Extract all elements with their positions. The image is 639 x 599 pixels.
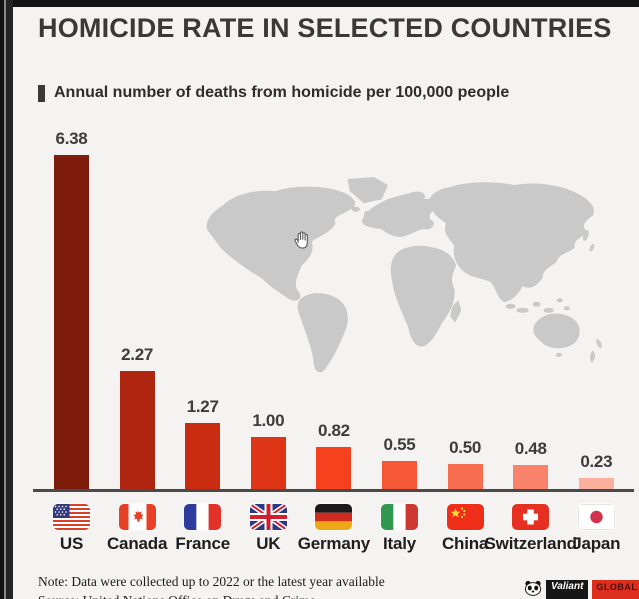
bar-value-canada: 2.27 (121, 345, 154, 364)
footnote: Note: Data were collected up to 2022 or … (38, 574, 385, 589)
bar-canada (119, 371, 155, 490)
italy-flag-icon (381, 504, 418, 530)
bar-label-france: France (175, 534, 230, 553)
uk-flag-icon (249, 504, 287, 530)
bar-france (185, 423, 221, 490)
page-title: HOMICIDE RATE IN SELECTED COUNTRIES (38, 13, 612, 43)
chart-subtitle: Annual number of deaths from homicide pe… (38, 84, 509, 102)
bar-label-canada: Canada (106, 534, 168, 553)
brand-logo: Valiant GLOBAL (524, 580, 639, 599)
bar-switzerland (513, 465, 549, 490)
hand-cursor-icon (294, 231, 308, 249)
bar-label-china: China (441, 534, 489, 553)
france-flag-icon (184, 504, 222, 530)
bar-label-japan: Japan (572, 534, 621, 553)
bar-label-switzerland: Switzerland (484, 534, 577, 553)
japan-flag-icon (577, 504, 615, 530)
bar-value-uk: 1.00 (252, 411, 285, 430)
x-axis-line (33, 489, 634, 492)
bar-value-japan: 0.23 (580, 452, 613, 471)
bar-germany (316, 447, 352, 490)
bar-japan (578, 478, 614, 490)
world-map-background[interactable] (203, 177, 613, 375)
bar-value-italy: 0.55 (383, 435, 416, 454)
subtitle-marker-icon (38, 84, 45, 102)
bar-italy (382, 461, 417, 490)
bar-value-france: 1.27 (186, 397, 219, 416)
window-edge-top (0, 0, 639, 7)
bar-label-italy: Italy (382, 534, 417, 553)
brand-name: Valiant (546, 580, 589, 599)
bar-china (447, 464, 483, 490)
source-note: Source: United Nations Office on Drugs a… (38, 593, 316, 599)
switzerland-flag-icon (512, 504, 550, 530)
window-edge-left (0, 0, 13, 599)
bar-label-us: US (59, 534, 84, 553)
us-flag-icon (53, 504, 90, 530)
germany-flag-icon (315, 504, 353, 530)
bar-uk (250, 437, 286, 490)
subtitle-text: Annual number of deaths from homicide pe… (54, 84, 510, 101)
bar-value-china: 0.50 (449, 438, 482, 457)
bar-value-switzerland: 0.48 (514, 439, 547, 458)
bar-label-uk: UK (256, 534, 281, 553)
canada-flag-icon (118, 504, 156, 530)
brand-badge: GLOBAL (592, 580, 639, 599)
panda-logo-icon (524, 580, 542, 596)
bar-value-germany: 0.82 (317, 421, 350, 440)
bar-label-germany: Germany (297, 534, 371, 553)
china-flag-icon (446, 504, 484, 530)
bar-us (54, 155, 89, 490)
bar-value-us: 6.38 (55, 129, 88, 148)
